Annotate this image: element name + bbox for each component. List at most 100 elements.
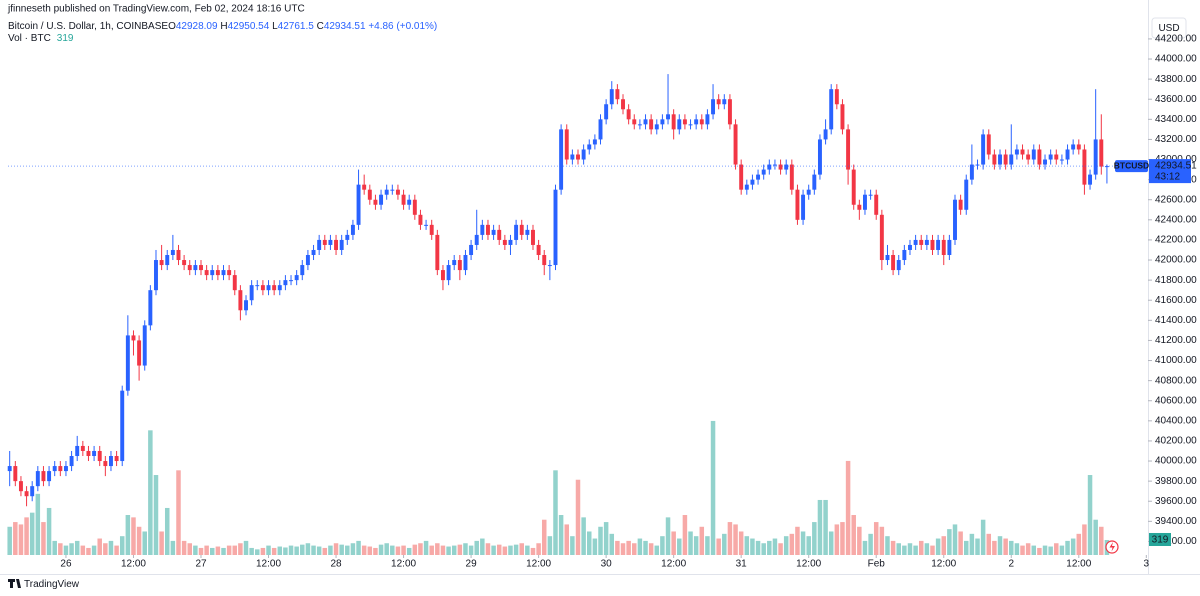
candle-body (1031, 149, 1036, 160)
candle (1003, 149, 1008, 170)
y-tick-label: 42000.00 (1155, 255, 1197, 266)
candle-body (13, 466, 18, 482)
volume-bar (626, 540, 631, 555)
candle-body (170, 249, 175, 256)
candle-body (401, 194, 406, 205)
volume-bar (660, 536, 665, 555)
y-tick-label: 43600.00 (1155, 94, 1197, 105)
ohlc-value: 42761.5 (278, 21, 315, 32)
candle (778, 159, 783, 175)
candle-body (137, 340, 142, 366)
volume-bar (52, 540, 57, 555)
volume-bar (322, 547, 328, 555)
candle (986, 129, 991, 160)
x-tick-label: 12:00 (661, 559, 686, 570)
candle (553, 184, 558, 271)
x-tick-label: 12:00 (796, 559, 821, 570)
y-tick-label: 41000.00 (1155, 355, 1197, 366)
volume-bar (1054, 543, 1059, 555)
volume-bar (705, 536, 710, 555)
candle (176, 244, 181, 266)
candle-body (902, 249, 907, 261)
candle (170, 234, 175, 261)
candle (125, 315, 130, 396)
candle (891, 249, 896, 276)
x-tick-label: Feb (868, 559, 886, 570)
candle (69, 450, 74, 472)
candle (429, 219, 434, 240)
candle-body (103, 461, 108, 467)
volume-bar (446, 546, 451, 555)
candle-body (1043, 159, 1047, 165)
volume-bar (964, 540, 969, 555)
currency-button-box[interactable] (1151, 17, 1187, 39)
volume-bar (969, 533, 975, 555)
candle (514, 219, 519, 245)
volume-bar (333, 543, 339, 555)
candle-body (114, 456, 119, 462)
volume-bar (1099, 526, 1104, 555)
volume-bar (18, 524, 24, 555)
volume-bar (74, 540, 80, 555)
y-tick-label: 42600.00 (1155, 194, 1197, 205)
ohlc-value: 42950.54 (228, 21, 270, 32)
candle (919, 234, 924, 250)
volume-bar (159, 531, 164, 555)
candle-body (283, 280, 288, 286)
candle-body (86, 450, 91, 457)
volume-bar (1070, 538, 1076, 555)
candle (137, 335, 142, 381)
candle (716, 94, 721, 110)
candle-body (350, 224, 355, 235)
candle (969, 144, 974, 185)
volume-bar (862, 540, 868, 555)
candle-body (817, 139, 822, 175)
volume-bar (828, 531, 834, 555)
candle (806, 184, 811, 200)
candle-body (643, 119, 648, 125)
candle (637, 119, 642, 130)
candle-body (531, 229, 535, 245)
candle-body (131, 335, 136, 341)
volume-bar (834, 524, 840, 555)
candle (840, 99, 845, 135)
candle-body (418, 214, 423, 225)
candle (1009, 124, 1014, 170)
volume-bar (620, 543, 626, 555)
volume-bar (783, 536, 789, 555)
candle (784, 159, 789, 175)
currency-button-label[interactable]: USD (1158, 23, 1179, 34)
volume-bar (345, 545, 350, 555)
candle-body (705, 114, 710, 125)
volume-bar (480, 538, 485, 555)
volume-bar (710, 420, 716, 555)
volume-bar (603, 522, 609, 555)
candle (587, 139, 592, 155)
event-icon-bolt (1109, 542, 1115, 552)
candle (879, 209, 884, 271)
currency-button[interactable]: USD (1151, 17, 1187, 39)
volume-bar (463, 543, 468, 555)
volume-bar (468, 545, 474, 555)
candle-body (621, 99, 625, 110)
y-tick-label: 43400.00 (1155, 114, 1197, 125)
volume-bar (806, 536, 811, 555)
volume-bar (671, 531, 676, 555)
candle-body (429, 224, 434, 235)
volume-bar (395, 546, 401, 555)
candle-body (1014, 149, 1019, 155)
candle-body (1009, 154, 1014, 165)
candle-body (525, 229, 530, 235)
last-price-tag-box (1149, 159, 1191, 184)
candle (311, 244, 316, 261)
candle-body (930, 239, 935, 250)
volume-bar (502, 546, 508, 555)
candle (817, 134, 822, 180)
candle (519, 219, 524, 240)
candle-body (232, 275, 237, 291)
candle-body (660, 119, 665, 125)
candle (632, 114, 637, 130)
volume-bar (35, 493, 41, 555)
volume-bar (722, 533, 727, 555)
volume-bar (176, 470, 181, 555)
